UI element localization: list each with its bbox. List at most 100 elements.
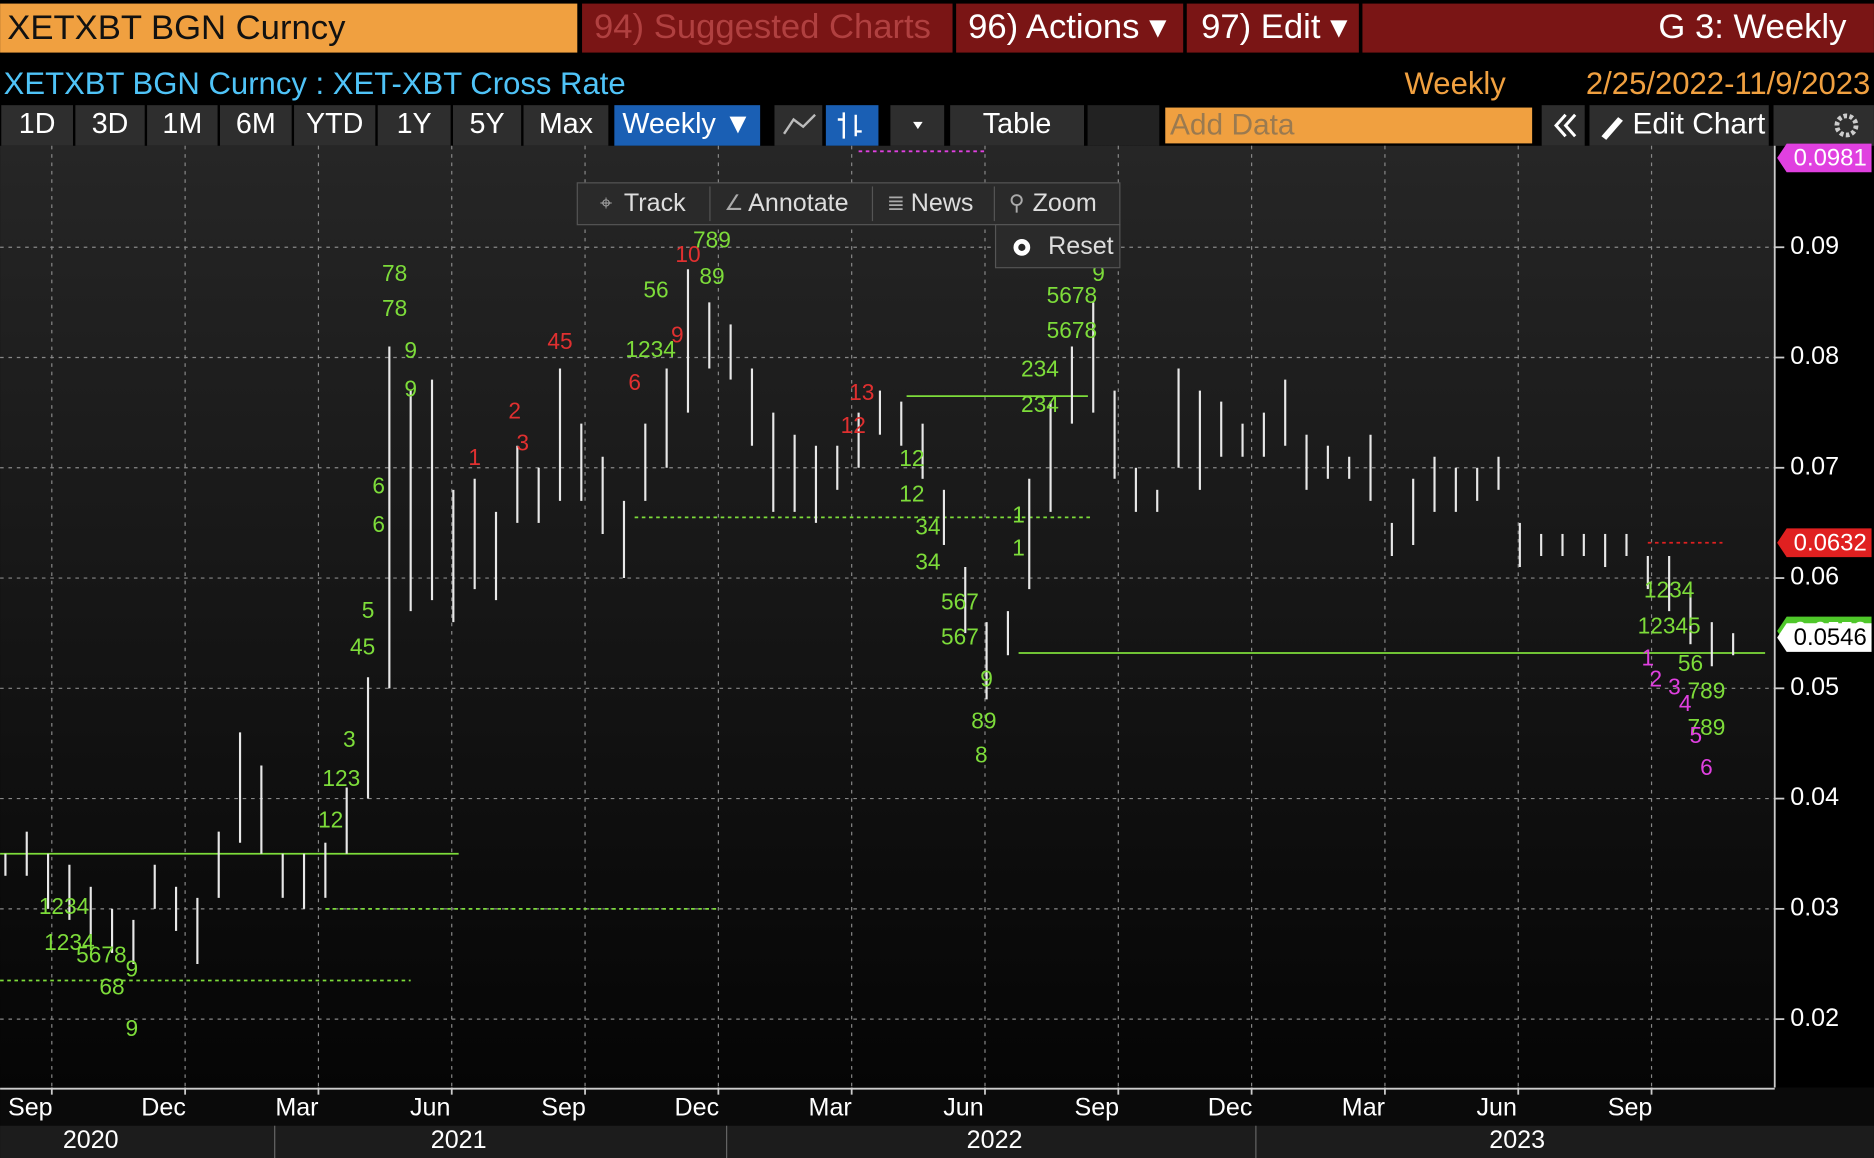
edit-button[interactable] [1186,3,1359,53]
menu-item[interactable]: Track [624,189,686,217]
price-marker-label: 0.0981 [1794,144,1867,171]
menu-item[interactable]: Zoom [1033,189,1097,217]
range-label: 6M [236,108,276,140]
menu-bar [576,182,1121,226]
td-count: 45 [350,634,375,660]
td-count: 9 [404,376,417,402]
range-button[interactable] [523,105,609,146]
settings-area[interactable] [1773,105,1874,146]
range-label: 1M [162,108,202,140]
td-count: 9 [671,322,684,348]
td-count: 9 [125,956,138,982]
price-marker [1777,623,1872,652]
reset: Reset [1048,232,1114,260]
menu-item[interactable]: Annotate [748,189,848,217]
range-button[interactable] [219,105,292,146]
x-tick-label: Dec [675,1094,720,1122]
td-count: 1 [1012,501,1025,527]
subtitle: XETXBT BGN Curncy : XET-XBT Cross Rate [4,66,626,101]
range-button[interactable] [75,105,145,146]
reset-icon-dot [1018,243,1026,251]
price-marker-label: 0.0546 [1794,624,1867,651]
td-count: 1 [1012,534,1025,560]
y-tick-label: 0.05 [1790,673,1839,701]
td-count: 13 [849,379,874,405]
overlay: 0.02 0.03 0.04 0.05 0.06 0.07 0.08 0.09 Sep Dec Ma… [8,143,1872,1158]
td-count: 3 [516,430,529,456]
menu-icon: ⚲ [1009,191,1025,215]
bar-icon[interactable] [825,105,879,146]
x-tick-label: Sep [1074,1094,1119,1122]
x-tick-label: Mar [809,1094,852,1122]
td-count: 12345 [1638,613,1701,639]
plot-area [0,145,1775,1088]
add-data-input[interactable] [1165,107,1533,144]
security-box[interactable] [0,3,578,53]
td-count: 12 [899,445,924,471]
year-label: 2020 [63,1126,119,1154]
range-button[interactable] [294,105,376,146]
td-count: 567 [941,624,979,650]
range-label: YTD [306,108,363,140]
bar-icon-glyph [837,112,862,139]
td-count: 1234 [44,929,94,955]
td-count: 34 [915,513,940,539]
td-count: 45 [547,328,572,354]
x-tick-label: Mar [275,1094,318,1122]
y-tick-label: 0.02 [1790,1004,1839,1032]
period: Weekly [1405,66,1507,101]
gear-icon [1834,113,1859,138]
range-button[interactable] [377,105,451,146]
collapse-glyph [1554,113,1577,138]
td-count: 9 [404,337,417,363]
x-tick-label: Sep [8,1094,53,1122]
td-count: 5 [362,597,375,623]
menu-item[interactable]: News [911,189,974,217]
suggested: 94) Suggested Charts [594,8,931,46]
range-button[interactable] [453,105,522,146]
page-box [1362,3,1874,53]
table: Table [983,108,1052,140]
frequency-button[interactable] [614,105,761,146]
range-label: 3D [92,108,129,140]
td-count: 5678 [1047,282,1097,308]
price-marker [1777,143,1872,173]
y-tick-label: 0.06 [1790,563,1839,591]
td-count: 2 [1650,666,1663,692]
price-marker-label: 0.0632 [1794,529,1867,556]
td-count: 12 [899,480,924,506]
td-count: 8 [975,742,988,768]
td-count: 1 [1642,645,1655,671]
actions: 96) Actions ▾ [968,8,1167,46]
td-count: 10 [675,241,700,267]
line-icon[interactable] [774,105,823,146]
td-count: 1234 [625,336,675,362]
td-count: 6 [372,473,385,499]
actions-button[interactable] [956,3,1184,53]
dropdown-arrow [913,121,923,130]
range-button[interactable] [1,105,73,146]
date-range: 2/25/2022-11/9/2023 [1586,66,1870,101]
range-button[interactable] [147,105,218,146]
menu-icon: ⌖ [600,191,612,215]
td-count: 12 [841,412,866,438]
edit: 97) Edit ▾ [1201,8,1348,46]
page-title: G 3: Weekly [1658,8,1847,46]
edit-chart-button[interactable] [1589,105,1769,146]
chart-menu: Reset ⌖ Track ∠ Annotate ≣ News ⚲ Zoom [576,182,1121,269]
td-count: 1234 [1644,576,1694,602]
suggested-button[interactable] [582,3,953,53]
table-button[interactable] [950,105,1084,146]
collapse-button[interactable] [1541,105,1585,146]
td-count: 234 [1021,391,1059,417]
x-tick-label: Sep [541,1094,586,1122]
security: XETXBT BGN Curncy [7,9,346,47]
td-count: 789 [1688,678,1726,704]
add-data: Add Data [1170,109,1295,142]
td-count: 123 [322,765,360,791]
td-count: 3 [1668,673,1681,699]
y-tick-label: 0.03 [1790,893,1839,921]
y-tick-label: 0.04 [1790,783,1839,811]
